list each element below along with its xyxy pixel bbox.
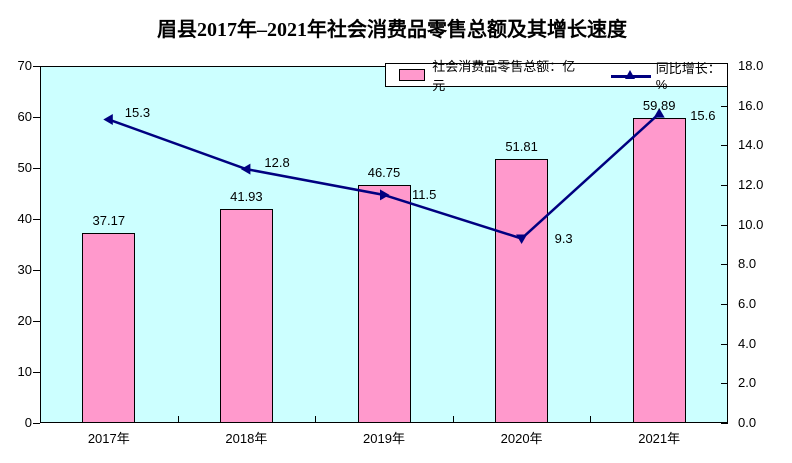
bar-value-label: 37.17 <box>92 213 126 229</box>
bar-value-label: 51.81 <box>505 138 538 154</box>
right-axis-tick-label: 10.0 <box>738 216 764 232</box>
right-axis-tick <box>721 304 728 305</box>
right-axis-tick <box>721 105 728 107</box>
right-axis-tick <box>721 383 728 385</box>
left-axis-tick <box>33 66 40 67</box>
x-axis-category-label: 2018年 <box>225 431 268 446</box>
bar-value-label: 41.93 <box>230 189 263 205</box>
left-axis-tick-label: 60 <box>17 109 32 124</box>
left-axis-tick-label: 20 <box>17 313 32 328</box>
legend-bar-label: 社会消费品零售总额：亿元 <box>432 59 576 93</box>
bar <box>495 158 549 423</box>
right-axis-tick <box>721 423 728 424</box>
right-axis-tick <box>721 224 728 226</box>
legend-line-label: 同比增长：% <box>655 61 721 92</box>
x-axis-tick <box>452 416 454 423</box>
left-axis-tick-label: 0 <box>24 415 32 430</box>
left-axis-tick <box>33 321 40 322</box>
right-axis-tick-label: 4.0 <box>738 335 757 351</box>
right-axis-tick-label: 16.0 <box>738 97 764 113</box>
line-value-label: 11.5 <box>412 186 437 202</box>
legend-triangle-icon <box>625 69 636 79</box>
left-axis-tick <box>33 219 40 220</box>
chart-title: 眉县2017年–2021年社会消费品零售总额及其增长速度 <box>157 19 627 41</box>
left-axis-tick-label: 50 <box>17 160 32 175</box>
left-axis-tick-label: 40 <box>17 211 32 226</box>
line-value-label: 9.3 <box>554 230 573 246</box>
left-axis-tick-label: 70 <box>17 58 32 73</box>
bar-value-label: 59.89 <box>642 97 676 113</box>
legend: 社会消费品零售总额：亿元 同比增长：% <box>385 59 728 93</box>
left-axis-tick <box>33 117 40 118</box>
right-axis-tick <box>721 343 728 345</box>
x-axis-category-label: 2017年 <box>87 431 130 446</box>
bar <box>357 184 411 423</box>
x-axis-tick <box>590 416 592 423</box>
right-axis-tick <box>721 264 728 266</box>
legend-bar-swatch-icon <box>399 69 426 81</box>
right-axis-tick-label: 18.0 <box>738 58 764 73</box>
right-axis-tick-label: 6.0 <box>738 296 757 311</box>
left-axis-tick <box>33 168 40 169</box>
left-axis-tick <box>33 372 40 373</box>
right-axis-tick <box>721 145 728 147</box>
bar <box>219 209 273 423</box>
left-axis-tick-label: 30 <box>17 262 32 277</box>
line-value-label: 12.8 <box>264 155 290 171</box>
bar <box>82 233 136 423</box>
left-axis-tick-label: 10 <box>17 364 32 379</box>
x-axis-category-label: 2020年 <box>500 431 543 446</box>
left-axis-tick <box>33 270 40 271</box>
x-axis-tick <box>177 416 179 423</box>
right-axis-tick-label: 0.0 <box>738 415 757 430</box>
right-axis-tick-label: 2.0 <box>738 375 757 391</box>
left-axis-tick <box>33 423 40 424</box>
bar <box>632 117 686 423</box>
right-axis-tick-label: 14.0 <box>738 137 764 153</box>
legend-line-marker-icon <box>611 69 652 82</box>
right-axis-tick <box>721 185 728 186</box>
bar-value-label: 46.75 <box>367 164 401 180</box>
line-value-label: 15.3 <box>124 104 151 120</box>
right-axis-tick-label: 8.0 <box>738 256 757 272</box>
x-axis-category-label: 2019年 <box>363 431 405 446</box>
x-axis-category-label: 2021年 <box>638 431 681 446</box>
line-value-label: 15.6 <box>690 107 716 123</box>
right-axis-tick-label: 12.0 <box>738 177 764 192</box>
x-axis-tick <box>315 416 317 423</box>
